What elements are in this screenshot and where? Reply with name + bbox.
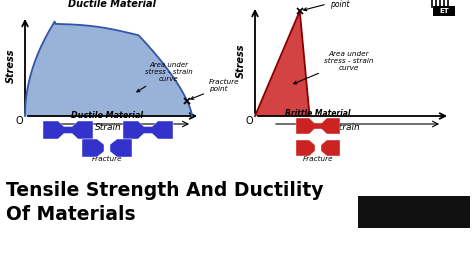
- Text: Strain: Strain: [95, 123, 122, 131]
- Polygon shape: [123, 121, 173, 139]
- Text: Of Materials: Of Materials: [6, 205, 136, 223]
- Polygon shape: [82, 139, 104, 157]
- Polygon shape: [296, 140, 315, 156]
- Text: ET: ET: [439, 8, 449, 14]
- Polygon shape: [321, 140, 340, 156]
- Polygon shape: [25, 22, 192, 116]
- Text: Ductile Material: Ductile Material: [71, 111, 143, 120]
- Text: Strain: Strain: [334, 123, 361, 131]
- Text: Ductile Material: Ductile Material: [69, 0, 156, 9]
- Text: O: O: [15, 116, 23, 126]
- Polygon shape: [255, 11, 310, 116]
- Text: Stress: Stress: [236, 44, 246, 78]
- Text: Area under
stress - strain
curve: Area under stress - strain curve: [137, 62, 192, 92]
- Text: Tensile Strength And Ductility: Tensile Strength And Ductility: [6, 181, 323, 201]
- Bar: [433, 6, 455, 16]
- Text: Brittle Material: Brittle Material: [285, 110, 351, 118]
- Text: Fracture: Fracture: [303, 156, 333, 162]
- Polygon shape: [296, 118, 340, 134]
- Bar: [358, 196, 470, 228]
- Polygon shape: [43, 121, 93, 139]
- Text: Fracture
point: Fracture point: [191, 79, 239, 99]
- Text: Area under
stress - strain
curve: Area under stress - strain curve: [294, 51, 374, 84]
- Text: MATERIALS SCIENCE
AND ENGINEERING: MATERIALS SCIENCE AND ENGINEERING: [380, 205, 448, 219]
- Text: O: O: [245, 116, 253, 126]
- Text: Fracture
point: Fracture point: [304, 0, 362, 11]
- Text: Fracture: Fracture: [91, 156, 122, 162]
- Polygon shape: [110, 139, 132, 157]
- Text: Stress: Stress: [6, 49, 16, 83]
